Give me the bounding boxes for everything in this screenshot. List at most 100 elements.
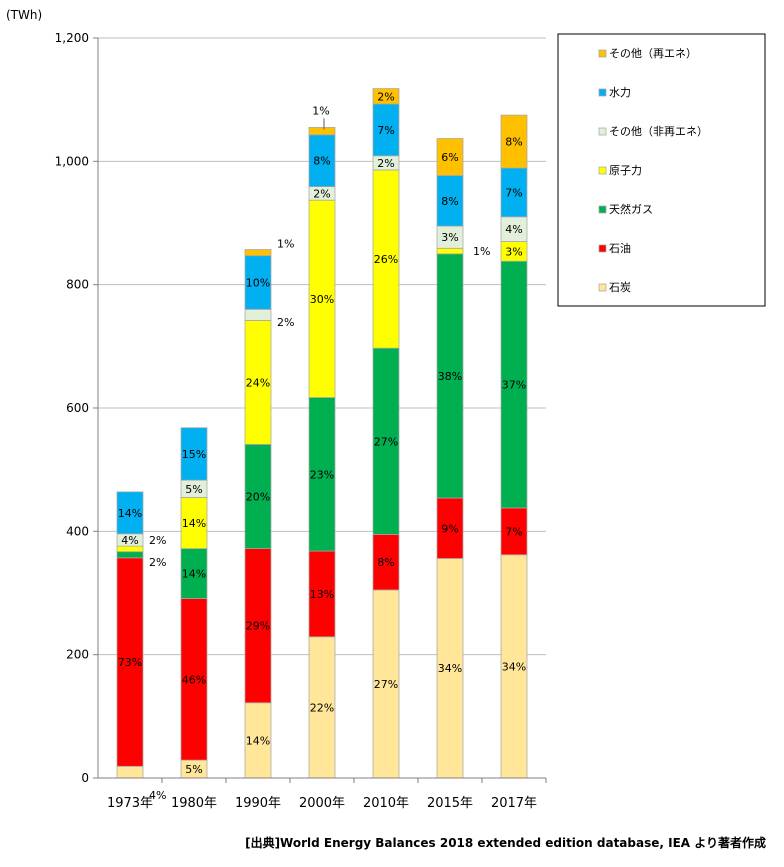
- legend-swatch: [598, 166, 607, 175]
- data-label: 5%: [185, 763, 202, 776]
- data-label: 8%: [377, 556, 394, 569]
- legend-label: 天然ガス: [609, 202, 653, 216]
- callout-labels: 2% 2% 4% 1% 2% 1% 1%: [149, 104, 490, 802]
- bar-segment: [244, 548, 272, 704]
- data-label: 34%: [502, 660, 526, 673]
- data-label: 26%: [374, 253, 398, 266]
- bar-segment: [500, 114, 528, 169]
- category-label: 1980年: [171, 796, 217, 811]
- legend-label: 原子力: [609, 164, 642, 177]
- y-tick-label: 1,000: [55, 154, 89, 168]
- data-label: 2%: [313, 187, 330, 200]
- data-label: 5%: [185, 483, 202, 496]
- data-label: 7%: [505, 186, 522, 199]
- data-label: 9%: [441, 522, 458, 535]
- bar-segment: [116, 491, 144, 535]
- callout-label: 1%: [473, 245, 490, 258]
- data-label: 4%: [121, 534, 138, 547]
- y-tick-label: 0: [81, 771, 89, 785]
- category-label: 2010年: [363, 796, 409, 811]
- data-label: 8%: [313, 155, 330, 168]
- data-label: 14%: [182, 517, 206, 530]
- callout-label: 2%: [149, 534, 166, 547]
- category-label: 2015年: [427, 796, 473, 811]
- data-label: 6%: [441, 151, 458, 164]
- y-tick-label: 400: [66, 524, 89, 538]
- bar-segment: [308, 550, 336, 638]
- bar-segment: [372, 534, 400, 591]
- data-label: 8%: [505, 136, 522, 149]
- data-label: 24%: [246, 376, 270, 389]
- data-label: 22%: [310, 701, 334, 714]
- data-label: 34%: [438, 662, 462, 675]
- data-label: 4%: [505, 223, 522, 236]
- bar-segment: [500, 554, 528, 779]
- bar-segment: [436, 497, 464, 559]
- legend-label: 水力: [609, 86, 631, 99]
- data-label: 46%: [182, 673, 206, 686]
- legend-swatch: [598, 88, 607, 97]
- bar-segment: [308, 397, 336, 552]
- data-label: 14%: [182, 568, 206, 581]
- x-axis-ticks: 1973年 1980年 1990年 2000年 2010年 2015年 2017年: [107, 778, 547, 811]
- legend-label: 石炭: [609, 281, 631, 294]
- legend-swatch: [598, 283, 607, 292]
- bar-segment: [244, 249, 272, 257]
- data-label: 20%: [246, 490, 270, 503]
- category-label: 2017年: [491, 796, 537, 811]
- category-label: 2000年: [299, 796, 345, 811]
- legend-label: 石油: [609, 241, 631, 255]
- legend-swatch: [598, 49, 607, 58]
- bar-segment: [500, 167, 528, 218]
- bar-segment: [116, 551, 144, 559]
- data-label: 13%: [310, 588, 334, 601]
- y-tick-label: 200: [66, 648, 89, 662]
- source-note: [出典]World Energy Balances 2018 extended …: [245, 836, 766, 850]
- data-label: 3%: [505, 245, 522, 258]
- data-label: 10%: [246, 277, 270, 290]
- y-tick-label: 1,200: [55, 31, 89, 45]
- y-tick-label: 600: [66, 401, 89, 415]
- bar-segment: [372, 589, 400, 779]
- data-label: 3%: [441, 231, 458, 244]
- callout-label: 1%: [312, 104, 329, 117]
- legend-swatch: [598, 244, 607, 253]
- legend-swatch: [598, 205, 607, 214]
- bar-segment: [436, 558, 464, 779]
- category-label: 1973年: [107, 796, 153, 811]
- bars: 73% 4% 14% 5% 46% 14% 14% 5% 15% 14% 29% 20% 24% 10% 2…: [116, 88, 528, 779]
- y-axis-unit-label: (TWh): [6, 8, 42, 22]
- data-label: 8%: [441, 195, 458, 208]
- callout-label: 1%: [277, 238, 294, 251]
- bar-segment: [372, 103, 400, 157]
- bar-segment: [244, 444, 272, 549]
- callout-label: 2%: [149, 556, 166, 569]
- bar-segment: [308, 134, 336, 187]
- y-tick-label: 800: [66, 278, 89, 292]
- legend-swatch: [598, 127, 607, 136]
- bar-segment: [372, 88, 400, 105]
- bar-segment: [308, 199, 336, 398]
- data-label: 2%: [377, 157, 394, 170]
- bar-segment: [244, 255, 272, 310]
- bar-segment: [372, 169, 400, 349]
- data-label: 30%: [310, 293, 334, 306]
- bar-segment: [436, 138, 464, 176]
- bar-segment: [116, 557, 144, 767]
- bar-segment: [308, 127, 336, 136]
- data-label: 14%: [246, 734, 270, 747]
- bar-segment: [116, 765, 144, 779]
- data-label: 15%: [182, 448, 206, 461]
- data-label: 73%: [118, 656, 142, 669]
- data-label: 27%: [374, 678, 398, 691]
- legend-box: [557, 33, 766, 307]
- data-label: 23%: [310, 468, 334, 481]
- bar-segment: [180, 427, 208, 481]
- category-label: 1990年: [235, 796, 281, 811]
- callout-label: 4%: [149, 789, 166, 802]
- bar-segment: [372, 347, 400, 535]
- data-label: 27%: [374, 435, 398, 448]
- y-axis-ticks: 0 200 400 600 800 1,000 1,200: [55, 31, 98, 785]
- bar-segment: [244, 308, 272, 321]
